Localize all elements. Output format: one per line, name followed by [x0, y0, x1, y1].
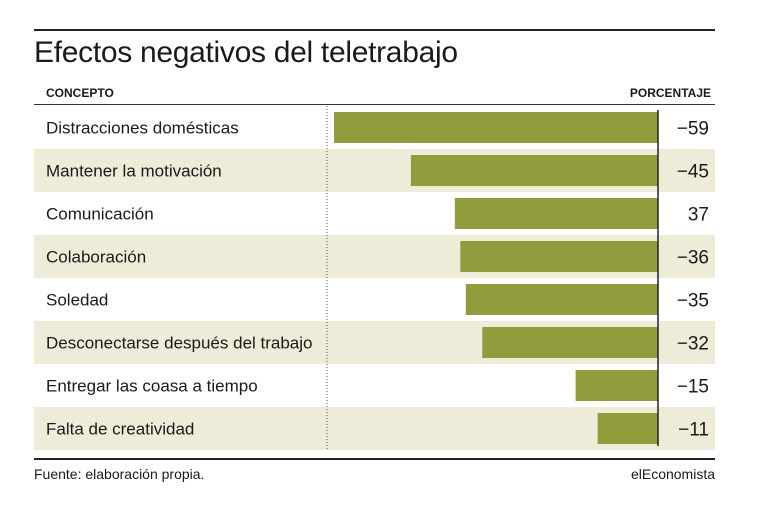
value-label: −11 [678, 420, 709, 441]
bar [460, 241, 658, 272]
value-label: 37 [688, 205, 709, 226]
value-label: −32 [677, 334, 709, 355]
category-label: Comunicación [46, 205, 154, 224]
header-rule [34, 104, 715, 105]
bar [575, 370, 658, 401]
source-note: Fuente: elaboración propia. [34, 466, 205, 482]
bar [334, 112, 658, 143]
bar [465, 284, 658, 315]
value-label: −15 [677, 377, 709, 398]
top-rule [34, 29, 715, 31]
category-label: Colaboración [46, 248, 146, 267]
category-label: Soledad [46, 291, 108, 310]
category-label: Entregar las coasa a tiempo [46, 377, 258, 396]
concept-header: CONCEPTO [46, 86, 114, 100]
category-label: Mantener la motivación [46, 162, 222, 181]
value-label: −59 [677, 119, 709, 140]
bottom-rule [34, 458, 715, 460]
value-label: −45 [677, 162, 709, 183]
bar [410, 155, 658, 186]
bar [597, 413, 658, 444]
value-label: −36 [677, 248, 709, 269]
category-label: Distracciones domésticas [46, 119, 239, 138]
category-label: Desconectarse después del trabajo [46, 334, 313, 353]
category-label: Falta de creatividad [46, 420, 194, 439]
percentage-header: PORCENTAJE [629, 86, 711, 100]
value-label: −35 [677, 291, 709, 312]
publisher-logo: elEconomista [630, 466, 715, 482]
bar [454, 198, 658, 229]
chart-title: Efectos negativos del teletrabajo [34, 36, 458, 69]
bar [482, 327, 658, 358]
